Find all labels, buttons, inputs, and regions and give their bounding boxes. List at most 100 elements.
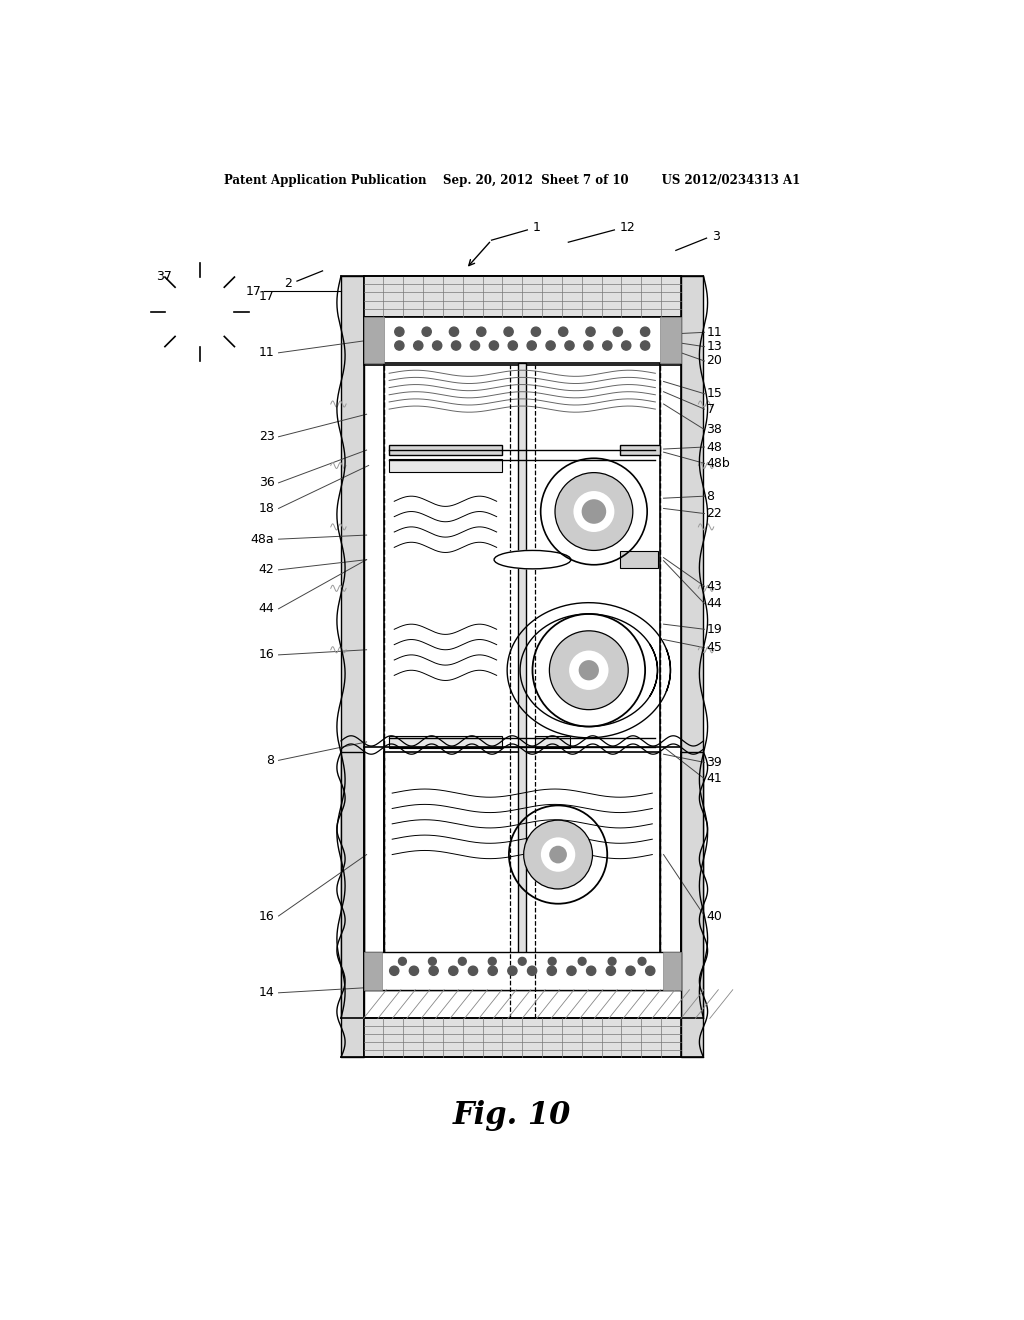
Text: 11: 11 bbox=[259, 346, 274, 359]
Bar bbox=[364, 1019, 681, 1057]
Circle shape bbox=[582, 499, 606, 524]
Circle shape bbox=[459, 957, 466, 965]
Text: 44: 44 bbox=[707, 597, 722, 610]
Circle shape bbox=[613, 327, 623, 337]
Text: 2: 2 bbox=[284, 277, 292, 289]
Text: 3: 3 bbox=[712, 230, 720, 243]
Circle shape bbox=[549, 846, 567, 863]
Bar bbox=[663, 952, 681, 990]
Text: 42: 42 bbox=[259, 564, 274, 577]
Circle shape bbox=[422, 327, 431, 337]
Circle shape bbox=[603, 341, 612, 350]
Text: 1: 1 bbox=[532, 222, 541, 235]
Circle shape bbox=[395, 327, 403, 337]
Circle shape bbox=[488, 957, 497, 965]
Text: 48a: 48a bbox=[251, 533, 274, 545]
Bar bbox=[620, 445, 660, 455]
Text: 40: 40 bbox=[707, 909, 723, 923]
Circle shape bbox=[452, 341, 461, 350]
Bar bbox=[364, 990, 681, 1019]
Circle shape bbox=[548, 957, 556, 965]
Text: 23: 23 bbox=[259, 430, 274, 444]
Circle shape bbox=[414, 341, 423, 350]
Text: 48b: 48b bbox=[707, 457, 730, 470]
Circle shape bbox=[523, 820, 593, 888]
Circle shape bbox=[555, 473, 633, 550]
Circle shape bbox=[546, 341, 555, 350]
Circle shape bbox=[428, 957, 436, 965]
Circle shape bbox=[508, 341, 517, 350]
Circle shape bbox=[646, 966, 655, 975]
Text: 22: 22 bbox=[707, 507, 722, 520]
Circle shape bbox=[395, 341, 403, 350]
Text: Fig. 10: Fig. 10 bbox=[453, 1100, 571, 1131]
Text: 16: 16 bbox=[259, 909, 274, 923]
Circle shape bbox=[567, 966, 577, 975]
Circle shape bbox=[547, 966, 556, 975]
Circle shape bbox=[586, 327, 595, 337]
Text: 14: 14 bbox=[259, 986, 274, 999]
Bar bbox=[364, 952, 681, 990]
Text: 18: 18 bbox=[258, 502, 274, 515]
Bar bbox=[384, 752, 660, 1057]
Circle shape bbox=[169, 281, 230, 343]
Bar bbox=[620, 552, 658, 568]
Circle shape bbox=[549, 631, 628, 710]
Bar bbox=[660, 317, 681, 363]
Text: 17: 17 bbox=[245, 285, 261, 298]
Circle shape bbox=[527, 966, 537, 975]
Circle shape bbox=[573, 491, 614, 532]
Bar bbox=[518, 363, 526, 1019]
Circle shape bbox=[608, 957, 616, 965]
Circle shape bbox=[508, 966, 517, 975]
Circle shape bbox=[638, 957, 646, 965]
Text: 36: 36 bbox=[259, 477, 274, 490]
Circle shape bbox=[565, 341, 574, 350]
Circle shape bbox=[541, 837, 575, 871]
Circle shape bbox=[489, 341, 499, 350]
Text: 13: 13 bbox=[707, 341, 722, 354]
Bar bbox=[389, 459, 502, 471]
Text: 8: 8 bbox=[266, 754, 274, 767]
Text: 7: 7 bbox=[707, 403, 715, 416]
Circle shape bbox=[504, 327, 513, 337]
Text: 15: 15 bbox=[707, 387, 723, 400]
Bar bbox=[364, 317, 681, 363]
Circle shape bbox=[584, 341, 593, 350]
Text: 8: 8 bbox=[707, 490, 715, 503]
Bar bbox=[364, 952, 382, 990]
Circle shape bbox=[641, 327, 649, 337]
Text: 20: 20 bbox=[707, 355, 723, 367]
Circle shape bbox=[488, 966, 498, 975]
Circle shape bbox=[626, 966, 635, 975]
Text: 41: 41 bbox=[707, 772, 722, 785]
Circle shape bbox=[410, 966, 419, 975]
Text: 16: 16 bbox=[259, 648, 274, 661]
Text: 17: 17 bbox=[258, 290, 274, 304]
Circle shape bbox=[579, 957, 586, 965]
Bar bbox=[364, 276, 681, 317]
Text: 12: 12 bbox=[620, 222, 635, 235]
Circle shape bbox=[518, 957, 526, 965]
Bar bbox=[535, 735, 570, 748]
Circle shape bbox=[579, 660, 599, 680]
Bar bbox=[681, 276, 703, 1019]
Circle shape bbox=[587, 966, 596, 975]
Text: 48: 48 bbox=[707, 441, 723, 454]
Text: 37: 37 bbox=[156, 269, 172, 282]
Text: 38: 38 bbox=[707, 424, 723, 436]
Bar bbox=[389, 735, 502, 748]
Circle shape bbox=[531, 327, 541, 337]
Circle shape bbox=[476, 327, 485, 337]
Circle shape bbox=[468, 966, 477, 975]
Circle shape bbox=[559, 327, 567, 337]
Bar bbox=[384, 276, 660, 1019]
Text: 19: 19 bbox=[707, 623, 722, 636]
Circle shape bbox=[429, 966, 438, 975]
Bar bbox=[341, 752, 364, 1057]
Text: 44: 44 bbox=[259, 602, 274, 615]
Text: 11: 11 bbox=[707, 326, 722, 339]
Bar bbox=[389, 445, 502, 455]
Circle shape bbox=[641, 341, 649, 350]
Ellipse shape bbox=[495, 550, 571, 569]
